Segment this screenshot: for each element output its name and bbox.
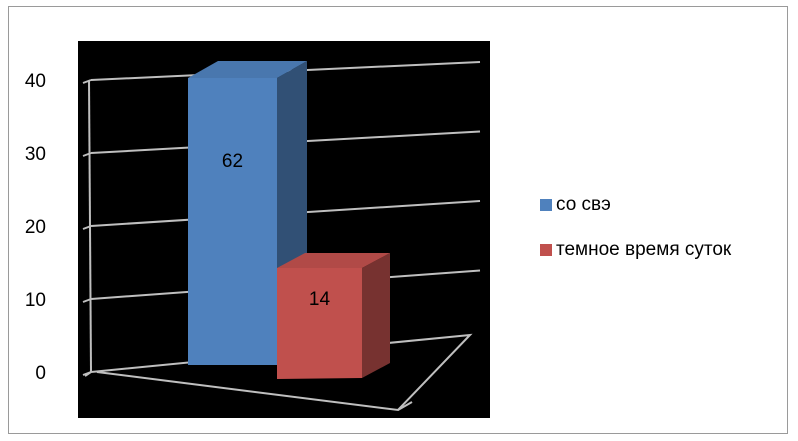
floor-corner [84,371,92,377]
data-labels: 62 14 [222,151,331,310]
tick-mark-30 [82,152,92,157]
bar-series-2 [277,268,362,379]
bar-top-series-1 [188,61,307,78]
bars [188,61,390,379]
data-label-series-2: 14 [309,289,331,310]
bar-series-1 [188,78,277,365]
data-label-series-1: 62 [222,151,243,172]
y-tick-label-10: 10 [25,290,46,311]
legend-label-series-1: со свэ [556,194,611,215]
legend-item-series-1: со свэ [540,194,731,216]
legend: со свэ темное время суток [540,194,731,284]
bar-side-series-2 [362,253,390,378]
legend-swatch-series-1 [540,199,552,211]
legend-swatch-series-2 [540,244,552,256]
tick-mark-10 [82,298,92,303]
legend-label-series-2: темное время суток [556,239,732,260]
y-tick-label-40: 40 [25,71,46,92]
tick-mark-20 [82,225,92,230]
y-tick-label-0: 0 [35,363,46,384]
tick-mark-40 [82,79,92,84]
y-tick-label-30: 30 [25,144,46,165]
y-axis-ticks: 0 10 20 30 40 [25,71,46,384]
bar-top-series-2 [277,253,390,268]
legend-item-series-2: темное время суток [540,239,731,261]
y-tick-label-20: 20 [25,217,46,238]
floor-front-edge [397,401,413,411]
